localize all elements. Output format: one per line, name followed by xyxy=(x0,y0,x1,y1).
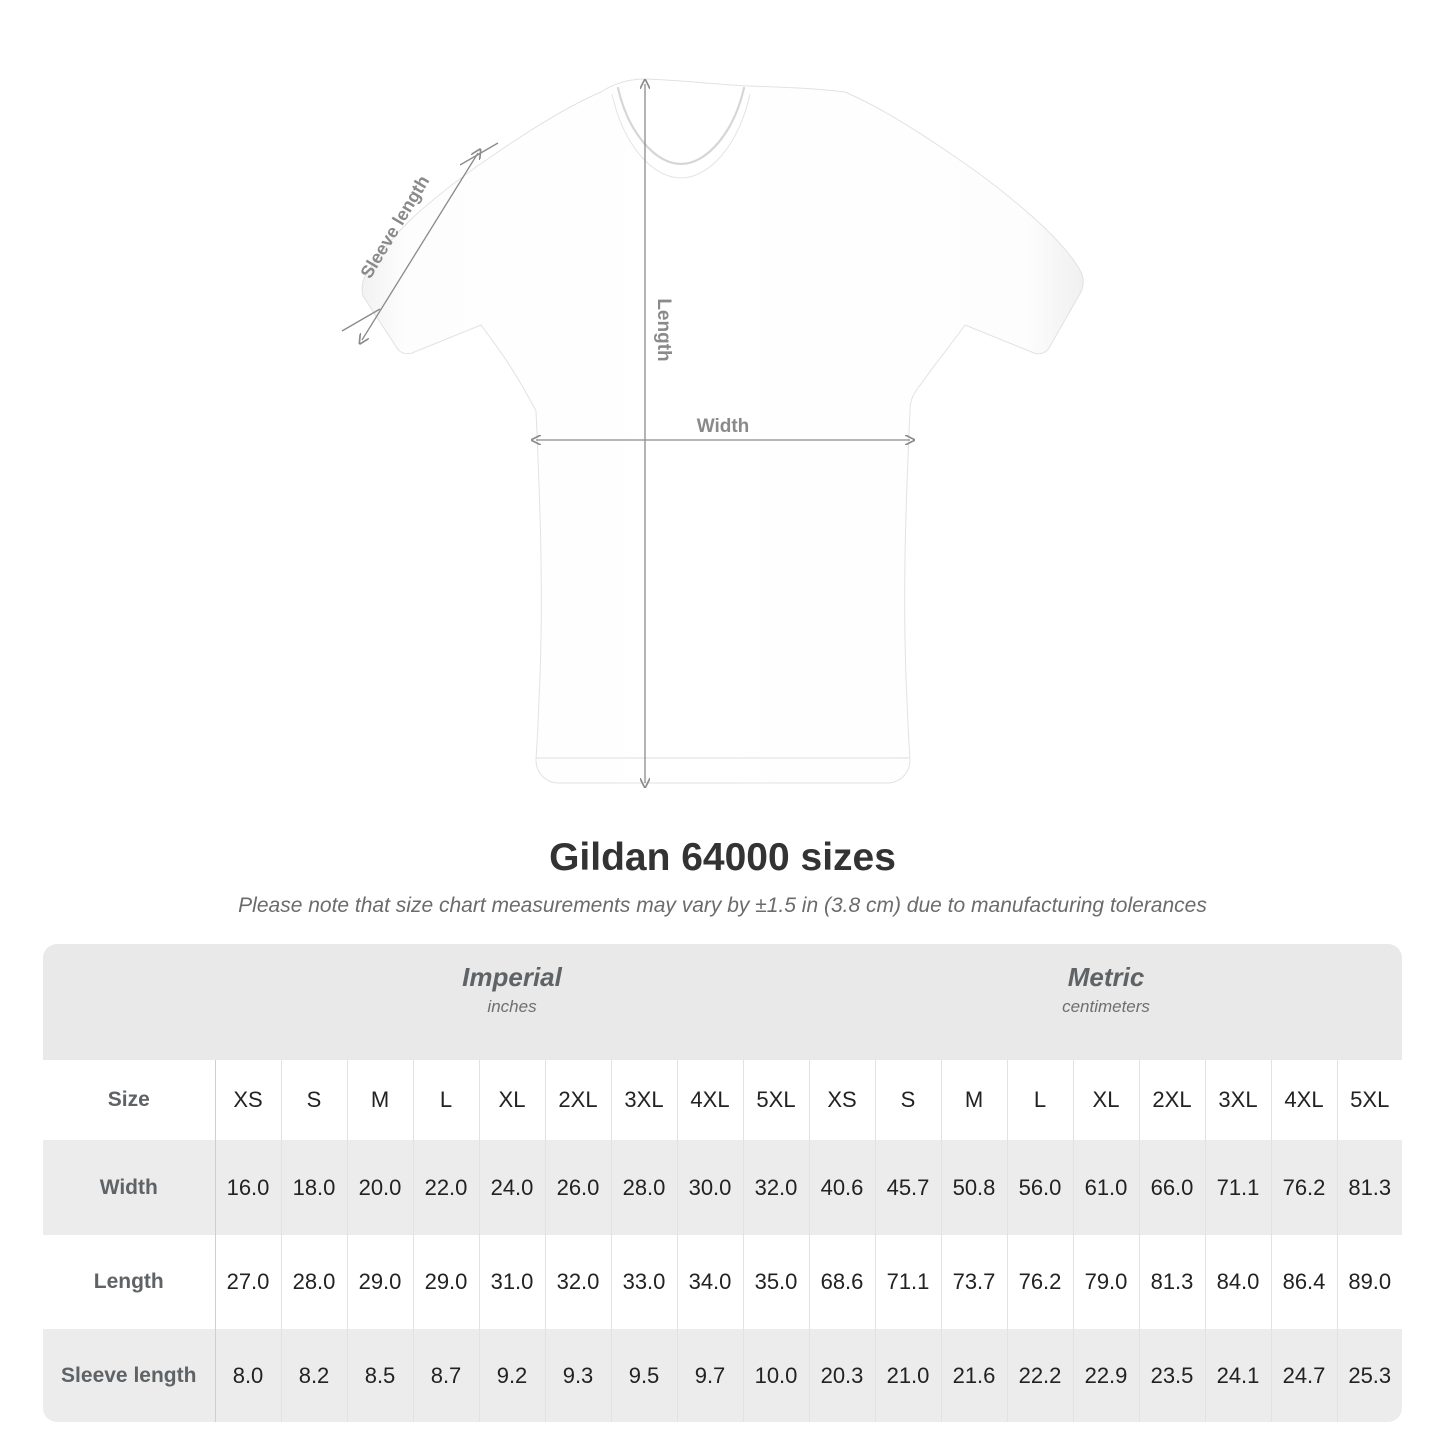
svg-text:Width: Width xyxy=(697,416,750,437)
svg-text:Length: Length xyxy=(653,298,674,361)
